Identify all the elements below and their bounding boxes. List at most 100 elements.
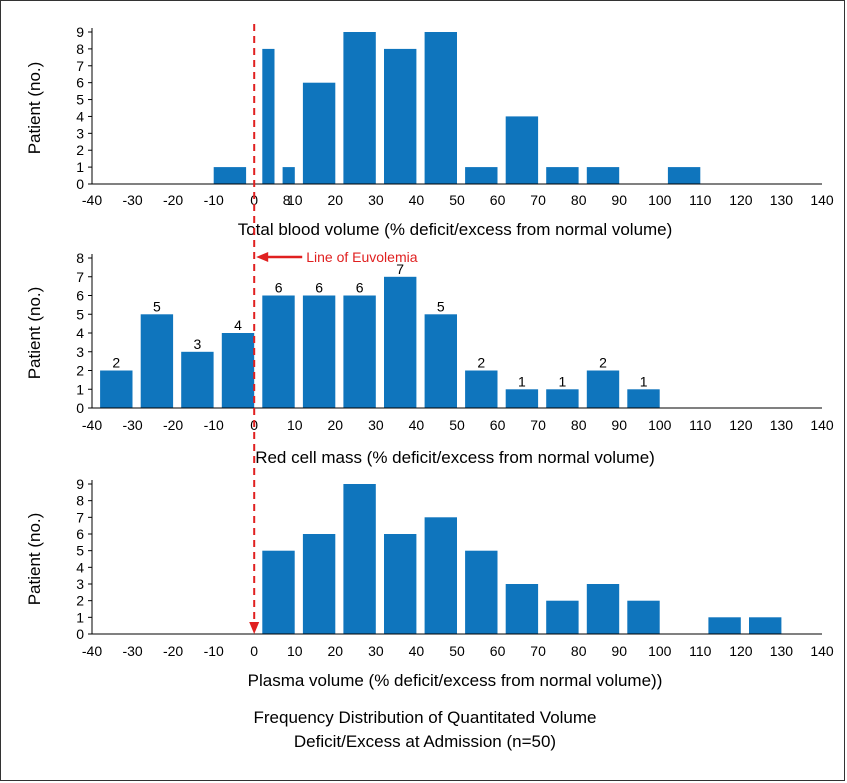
x-axis-title: Plasma volume (% deficit/excess from nor…: [248, 671, 663, 690]
bar: [546, 389, 579, 409]
euvolemia-label: Line of Euvolemia: [306, 249, 418, 265]
x-tick-label: 110: [689, 192, 712, 208]
x-tick-label: -10: [204, 643, 224, 659]
y-tick-label: 9: [76, 476, 84, 492]
bar-data-label: 7: [396, 261, 404, 277]
y-axis-title: Patient (no.): [25, 513, 44, 606]
y-tick-label: 6: [76, 75, 84, 91]
bar: [546, 167, 579, 184]
y-tick-label: 7: [76, 269, 84, 285]
x-tick-label: 60: [490, 643, 506, 659]
x-tick-label: 0: [250, 192, 258, 208]
y-tick-label: 4: [76, 559, 84, 575]
x-tick-label: 20: [328, 643, 344, 659]
x-tick-label: 50: [449, 417, 465, 433]
bar: [302, 82, 336, 184]
y-tick-label: 6: [76, 526, 84, 542]
bar-data-label: 4: [234, 317, 242, 333]
bar-data-label: 5: [437, 298, 445, 314]
x-tick-label: -30: [122, 417, 142, 433]
x-tick-label: -20: [163, 417, 183, 433]
y-tick-label: 1: [76, 159, 84, 175]
x-tick-label: 50: [449, 643, 465, 659]
bar-data-label: 1: [559, 373, 567, 389]
x-tick-label: 0: [250, 643, 258, 659]
bar: [302, 534, 336, 634]
bar: [282, 167, 295, 184]
bar: [546, 600, 579, 634]
x-tick-label: 30: [368, 417, 384, 433]
bar-data-label: 2: [477, 355, 485, 371]
bar: [424, 314, 457, 409]
x-tick-label: 60: [490, 192, 506, 208]
x-tick-label: 70: [530, 417, 546, 433]
y-tick-label: 2: [76, 142, 84, 158]
bar-data-label: 6: [356, 280, 364, 296]
x-tick-label: -30: [122, 192, 142, 208]
x-tick-label: -10: [204, 417, 224, 433]
x-tick-label: 90: [611, 192, 627, 208]
x-tick-label: -40: [82, 192, 102, 208]
bar: [384, 276, 417, 409]
annotation-arrowhead: [256, 252, 269, 262]
y-tick-label: 8: [76, 250, 84, 266]
y-tick-label: 4: [76, 108, 84, 124]
y-tick-label: 2: [76, 363, 84, 379]
x-tick-label: 70: [530, 643, 546, 659]
bar: [221, 333, 255, 408]
figure-caption-line-2: Deficit/Excess at Admission (n=50): [294, 732, 556, 751]
x-tick-label: 120: [729, 192, 753, 208]
bar: [343, 295, 376, 408]
y-tick-label: 6: [76, 288, 84, 304]
x-tick-label: 30: [368, 643, 384, 659]
y-tick-label: 1: [76, 609, 84, 625]
y-tick-label: 7: [76, 58, 84, 74]
y-tick-label: 1: [76, 381, 84, 397]
x-tick-label: 20: [328, 417, 344, 433]
y-tick-label: 5: [76, 543, 84, 559]
y-axis-title: Patient (no.): [25, 287, 44, 380]
y-tick-label: 0: [76, 400, 84, 416]
bar-data-label: 6: [315, 280, 323, 296]
x-tick-label: 140: [810, 417, 834, 433]
bar: [627, 389, 660, 409]
x-tick-label: -20: [163, 643, 183, 659]
bar: [424, 32, 457, 184]
x-tick-label: 10: [287, 417, 303, 433]
x-tick-label: 80: [571, 643, 587, 659]
x-tick-label: 20: [328, 192, 344, 208]
bar: [505, 389, 539, 409]
bar: [262, 550, 295, 634]
bar-data-label: 2: [112, 355, 120, 371]
bar: [140, 314, 174, 409]
x-tick-label: 110: [689, 643, 712, 659]
bar: [465, 370, 498, 408]
y-tick-label: 8: [76, 493, 84, 509]
x-tick-label: 100: [648, 643, 672, 659]
bar: [343, 32, 376, 184]
bar-data-label: 2: [599, 355, 607, 371]
x-tick-label: 60: [490, 417, 506, 433]
x-axis-title: Total blood volume (% deficit/excess fro…: [238, 220, 673, 239]
bar: [384, 534, 417, 634]
x-tick-label: 140: [810, 643, 834, 659]
x-tick-label: -30: [122, 643, 142, 659]
x-tick-label: -20: [163, 192, 183, 208]
x-tick-label: 140: [810, 192, 834, 208]
x-tick-label: 40: [409, 192, 425, 208]
bar-data-label: 1: [640, 373, 648, 389]
bar-data-label: 6: [275, 280, 283, 296]
x-tick-label: 100: [648, 417, 672, 433]
x-tick-label: 40: [409, 417, 425, 433]
x-axis-title: Red cell mass (% deficit/excess from nor…: [255, 448, 655, 467]
bar: [465, 550, 498, 634]
y-tick-label: 0: [76, 626, 84, 642]
x-tick-label: -40: [82, 643, 102, 659]
bar: [302, 295, 336, 408]
y-tick-label: 5: [76, 92, 84, 108]
